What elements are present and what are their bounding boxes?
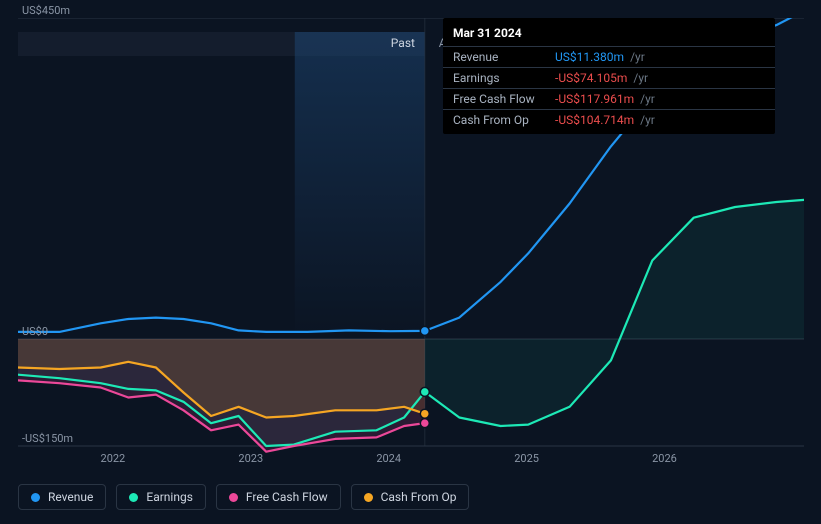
- marker-revenue: [420, 326, 429, 335]
- tooltip-row-suffix: /yr: [630, 50, 645, 64]
- legend-item-label: Free Cash Flow: [246, 490, 328, 504]
- tooltip-row-value: -US$74.105m: [555, 71, 627, 85]
- legend-item-label: Revenue: [48, 490, 93, 504]
- legend-swatch-icon: [364, 493, 373, 502]
- tooltip-row-label: Cash From Op: [453, 113, 549, 127]
- legend-item-label: Earnings: [146, 490, 193, 504]
- section-label-past: Past: [391, 36, 415, 50]
- legend-item-revenue[interactable]: Revenue: [18, 484, 106, 510]
- legend-swatch-icon: [129, 493, 138, 502]
- tooltip-row-label: Revenue: [453, 50, 549, 64]
- tooltip-row-suffix: /yr: [640, 92, 655, 106]
- marker-fcf: [420, 419, 429, 428]
- x-tick-label: 2023: [238, 452, 263, 465]
- legend-item-label: Cash From Op: [381, 490, 457, 504]
- legend-item-cfo[interactable]: Cash From Op: [351, 484, 470, 510]
- chart-legend: Revenue Earnings Free Cash Flow Cash From O…: [18, 484, 469, 510]
- tooltip-row-suffix: /yr: [633, 71, 648, 85]
- tooltip-row: Revenue US$11.380m/yr: [443, 46, 775, 67]
- tooltip-date: Mar 31 2024: [443, 24, 775, 46]
- tooltip-row: Earnings -US$74.105m/yr: [443, 67, 775, 88]
- tooltip-row: Cash From Op -US$104.714m/yr: [443, 109, 775, 130]
- marker-earnings: [420, 387, 429, 396]
- legend-item-fcf[interactable]: Free Cash Flow: [216, 484, 341, 510]
- tooltip-row-value: US$11.380m: [555, 50, 624, 64]
- y-tick-label: US$0: [22, 325, 48, 338]
- legend-item-earnings[interactable]: Earnings: [116, 484, 206, 510]
- x-tick-label: 2025: [514, 452, 539, 465]
- tooltip-row-value: -US$104.714m: [555, 113, 634, 127]
- tooltip-row: Free Cash Flow -US$117.961m/yr: [443, 88, 775, 109]
- tooltip-row-label: Earnings: [453, 71, 549, 85]
- legend-swatch-icon: [229, 493, 238, 502]
- marker-cfo: [420, 409, 429, 418]
- tooltip-row-suffix: /yr: [640, 113, 655, 127]
- legend-swatch-icon: [31, 493, 40, 502]
- tooltip-row-value: -US$117.961m: [555, 92, 634, 106]
- x-tick-label: 2022: [101, 452, 126, 465]
- x-tick-label: 2024: [376, 452, 401, 465]
- tooltip-row-label: Free Cash Flow: [453, 92, 549, 106]
- y-tick-label: US$450m: [22, 4, 70, 17]
- chart-tooltip: Mar 31 2024 RevenueUS$11.380m/yrEarnings…: [443, 18, 775, 134]
- x-tick-label: 2026: [652, 452, 677, 465]
- y-tick-label: -US$150m: [22, 432, 73, 445]
